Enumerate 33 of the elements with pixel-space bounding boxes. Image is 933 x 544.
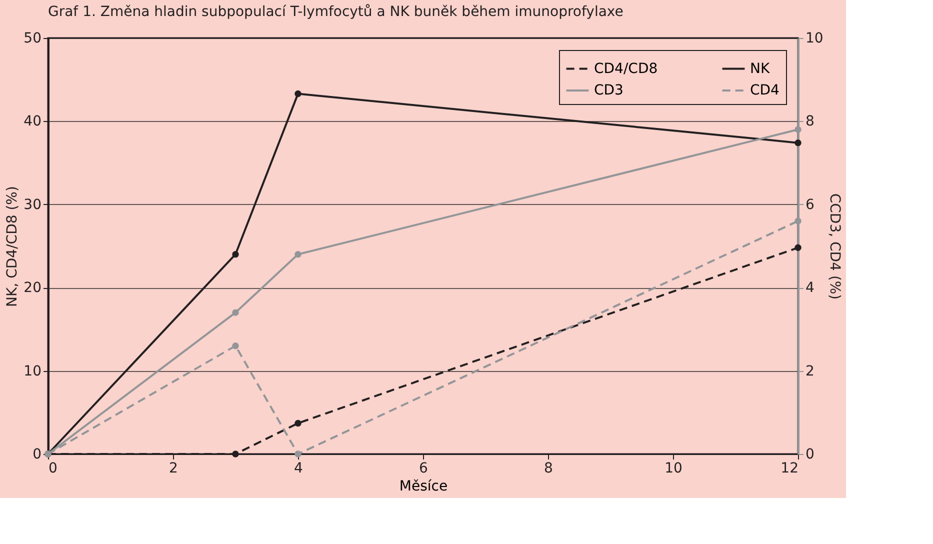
x-tick-label: 6: [419, 460, 428, 476]
point: [794, 244, 802, 252]
y2-tick-label: 2: [806, 363, 814, 380]
point: [232, 450, 239, 458]
y2-tick-label: 4: [806, 280, 814, 296]
point: [294, 90, 302, 98]
y-axis-title: NK, CD4/CD8 (%): [4, 186, 21, 307]
x-tick-label: 12: [780, 460, 798, 476]
y2-tick-label: 0: [806, 446, 814, 462]
x-tick-label: 2: [169, 460, 178, 476]
x-tick-label: 0: [48, 460, 58, 476]
y-tick-label: 0: [32, 446, 42, 462]
legend-label: CD4/CD8: [594, 60, 658, 77]
legend-label: CD4: [750, 82, 780, 98]
y-tick-label: 30: [24, 196, 42, 213]
point: [294, 420, 302, 427]
x-tick-label: 4: [294, 460, 304, 476]
y2-tick-label: 8: [806, 114, 814, 130]
x-tick-label: 8: [544, 460, 553, 476]
x-axis-title: Měsíce: [399, 478, 448, 494]
y2-tick-label: 6: [806, 196, 814, 213]
point: [232, 250, 239, 258]
y-tick-label: 40: [24, 114, 42, 130]
x-tick-label: 10: [664, 460, 682, 476]
legend-label: CD3: [594, 82, 624, 98]
y-tick-label: 50: [24, 30, 42, 46]
y2-tick-label: 10: [806, 30, 824, 46]
point: [794, 139, 802, 146]
y-tick-label: 10: [24, 363, 42, 380]
chart-title: Graf 1. Změna hladin subpopulací T-lymfocytů a NK buněk během imunoprofylaxe: [48, 4, 624, 20]
y-tick-label: 20: [24, 280, 42, 296]
legend-label: NK: [750, 60, 770, 77]
y2-axis-title: CCD3, CD4 (%): [826, 193, 842, 300]
